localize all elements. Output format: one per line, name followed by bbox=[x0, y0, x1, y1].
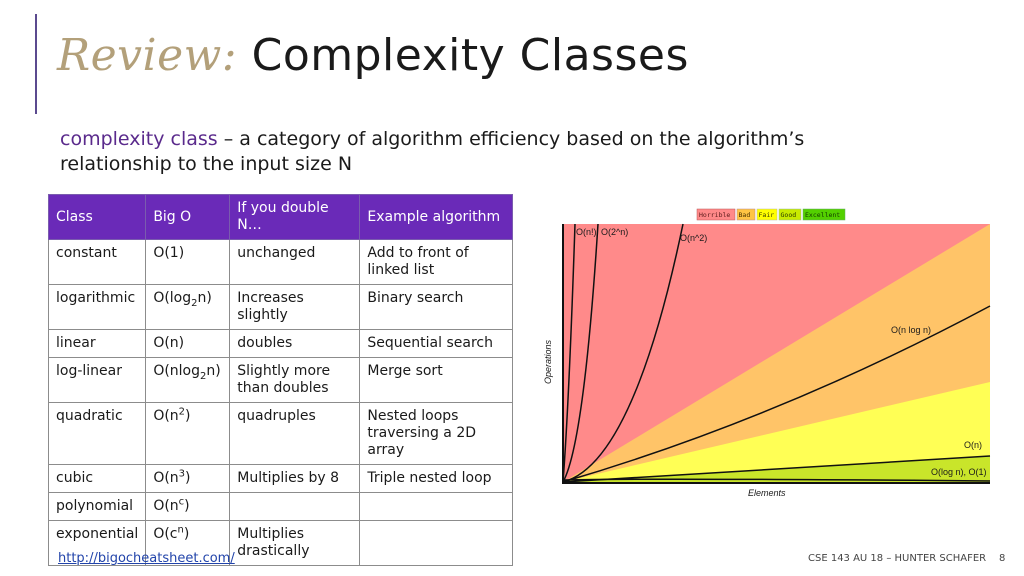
label-linear: O(n) bbox=[964, 440, 982, 450]
table-row: polynomial O(nc) bbox=[47, 492, 513, 521]
cell-double: quadruples bbox=[229, 402, 361, 465]
region-fair bbox=[563, 382, 990, 482]
cell-example bbox=[359, 492, 513, 521]
legend-swatch-good bbox=[778, 208, 802, 221]
title-accent-bar bbox=[35, 14, 37, 114]
cell-double: Increases slightly bbox=[229, 284, 361, 330]
chart-legend: Horrible Bad Fair Good Excellent bbox=[696, 208, 846, 221]
source-link[interactable]: http://bigocheatsheet.com/ bbox=[58, 551, 235, 566]
legend-swatch-horrible bbox=[696, 208, 736, 221]
cell-double bbox=[229, 492, 361, 521]
table-row: constant O(1) unchanged Add to front of … bbox=[47, 239, 513, 285]
cell-double: Slightly more than doubles bbox=[229, 357, 361, 403]
table-header-row: Class Big O If you double N… Example alg… bbox=[47, 194, 513, 240]
table-row: linear O(n) doubles Sequential search bbox=[47, 329, 513, 358]
definition-body: – a category of algorithm efficiency bas… bbox=[60, 128, 805, 175]
course-footer: CSE 143 AU 18 – HUNTER SCHAFER bbox=[808, 553, 987, 564]
table-row: quadratic O(n2) quadruples Nested loops … bbox=[47, 402, 513, 465]
cell-class: linear bbox=[47, 329, 147, 358]
cell-example: Merge sort bbox=[359, 357, 513, 403]
cell-big-o: O(n2) bbox=[145, 402, 231, 465]
title-main: Complexity Classes bbox=[251, 30, 689, 81]
cell-big-o: O(n) bbox=[145, 329, 231, 358]
cell-big-o: O(1) bbox=[145, 239, 231, 285]
label-exponential: O(2^n) bbox=[601, 227, 628, 237]
label-factorial: O(n!) bbox=[576, 227, 597, 237]
legend-excellent: Excellent bbox=[805, 211, 840, 219]
cell-double: Multiplies by 8 bbox=[229, 464, 361, 493]
curve-nlogn bbox=[562, 305, 991, 483]
legend-swatch-excellent bbox=[802, 208, 846, 221]
header-example: Example algorithm bbox=[359, 194, 513, 240]
definition-text: complexity class – a category of algorit… bbox=[60, 127, 880, 177]
legend-horrible: Horrible bbox=[699, 211, 730, 219]
header-double-n: If you double N… bbox=[229, 194, 361, 240]
cell-example: Binary search bbox=[359, 284, 513, 330]
cell-big-o: O(nc) bbox=[145, 492, 231, 521]
cell-class: log-linear bbox=[47, 357, 147, 403]
cell-class: constant bbox=[47, 239, 147, 285]
cell-big-o: O(cn) bbox=[145, 520, 231, 566]
cell-class: exponential bbox=[47, 520, 147, 566]
legend-bad: Bad bbox=[739, 211, 751, 219]
page-number: 8 bbox=[999, 553, 1006, 564]
curve-log-const bbox=[562, 478, 991, 482]
legend-good: Good bbox=[781, 211, 797, 219]
complexity-table: Class Big O If you double N… Example alg… bbox=[47, 194, 513, 566]
y-axis-label: Operations bbox=[543, 339, 553, 384]
label-nlogn: O(n log n) bbox=[891, 325, 931, 335]
big-o-complexity-chart: Horrible Bad Fair Good Excellent O(n!) O… bbox=[543, 208, 991, 498]
cell-example: Nested loops traversing a 2D array bbox=[359, 402, 513, 465]
cell-class: quadratic bbox=[47, 402, 147, 465]
curve-linear bbox=[562, 455, 991, 483]
cell-big-o: O(n3) bbox=[145, 464, 231, 493]
cell-double: doubles bbox=[229, 329, 361, 358]
definition-term: complexity class bbox=[60, 128, 218, 150]
cell-example: Sequential search bbox=[359, 329, 513, 358]
curve-quadratic bbox=[562, 223, 684, 483]
header-class: Class bbox=[47, 194, 147, 240]
legend-swatch-bad bbox=[736, 208, 756, 221]
title-prefix: Review: bbox=[57, 30, 238, 81]
x-axis-label: Elements bbox=[748, 488, 786, 498]
cell-example bbox=[359, 520, 513, 566]
legend-fair: Fair bbox=[759, 211, 775, 219]
table-row: cubic O(n3) Multiplies by 8 Triple neste… bbox=[47, 464, 513, 493]
table-row: log-linear O(nlog2n) Slightly more than … bbox=[47, 357, 513, 403]
curve-exponential bbox=[562, 223, 599, 483]
curve-factorial bbox=[562, 223, 576, 483]
slide-title: Review: Complexity Classes bbox=[57, 30, 689, 81]
cell-double: Multiplies drastically bbox=[229, 520, 361, 566]
cell-class: polynomial bbox=[47, 492, 147, 521]
label-quadratic: O(n^2) bbox=[680, 233, 707, 243]
cell-class: logarithmic bbox=[47, 284, 147, 330]
table-row: exponential O(cn) Multiplies drastically bbox=[47, 520, 513, 566]
label-log-const: O(log n), O(1) bbox=[931, 467, 987, 477]
legend-swatch-fair bbox=[756, 208, 778, 221]
cell-big-o: O(log2n) bbox=[145, 284, 231, 330]
cell-double: unchanged bbox=[229, 239, 361, 285]
header-big-o: Big O bbox=[145, 194, 231, 240]
plot-area bbox=[562, 223, 991, 484]
cell-example: Triple nested loop bbox=[359, 464, 513, 493]
cell-big-o: O(nlog2n) bbox=[145, 357, 231, 403]
table-row: logarithmic O(log2n) Increases slightly … bbox=[47, 284, 513, 330]
cell-example: Add to front of linked list bbox=[359, 239, 513, 285]
cell-class: cubic bbox=[47, 464, 147, 493]
